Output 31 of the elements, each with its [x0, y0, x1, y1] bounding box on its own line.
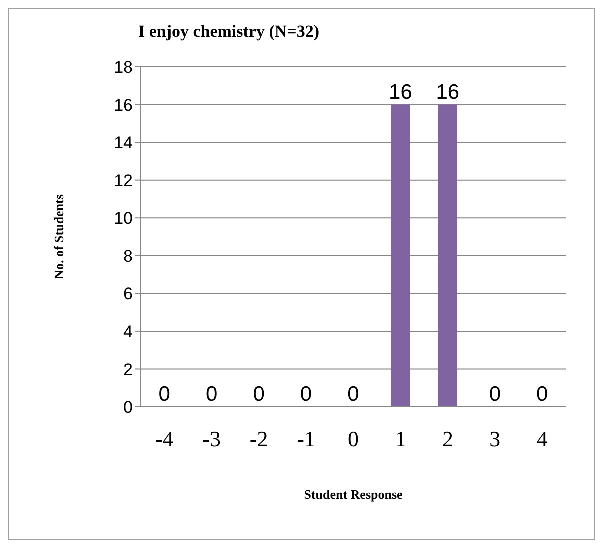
y-tick-label: 4 — [124, 322, 133, 342]
data-label: 16 — [389, 80, 412, 104]
data-label: 0 — [158, 383, 170, 406]
data-label: 0 — [253, 383, 265, 406]
y-tick-label: 6 — [124, 284, 133, 304]
x-tick-label: 2 — [442, 426, 454, 452]
y-tick-label: 8 — [124, 246, 133, 266]
data-label: 0 — [300, 383, 312, 406]
x-tick-label: -2 — [250, 426, 268, 452]
data-label: 0 — [206, 383, 218, 406]
x-tick-label: -3 — [202, 426, 221, 452]
y-tick-label: 14 — [114, 134, 133, 153]
x-tick-label: 4 — [536, 426, 548, 452]
x-tick-label: 0 — [348, 426, 359, 452]
x-tick-label: -4 — [155, 426, 174, 452]
y-tick-label: 2 — [124, 360, 133, 380]
data-label: 16 — [436, 80, 460, 104]
y-tick-label: 18 — [114, 58, 133, 78]
y-tick-label: 0 — [124, 398, 133, 418]
y-tick-label: 16 — [114, 96, 133, 115]
y-axis-title: No. of Students — [52, 194, 67, 280]
data-label: 0 — [348, 383, 360, 406]
chart-title: I enjoy chemistry (N=32) — [138, 22, 320, 41]
y-tick-label: 12 — [114, 171, 133, 190]
x-tick-label: -1 — [297, 426, 316, 452]
data-label: 0 — [489, 383, 502, 406]
y-tick-label: 10 — [114, 209, 133, 228]
x-tick-label: 1 — [395, 426, 406, 452]
x-axis-title: Student Response — [304, 487, 404, 502]
data-label: 0 — [536, 383, 548, 406]
x-tick-label: 3 — [490, 426, 501, 452]
